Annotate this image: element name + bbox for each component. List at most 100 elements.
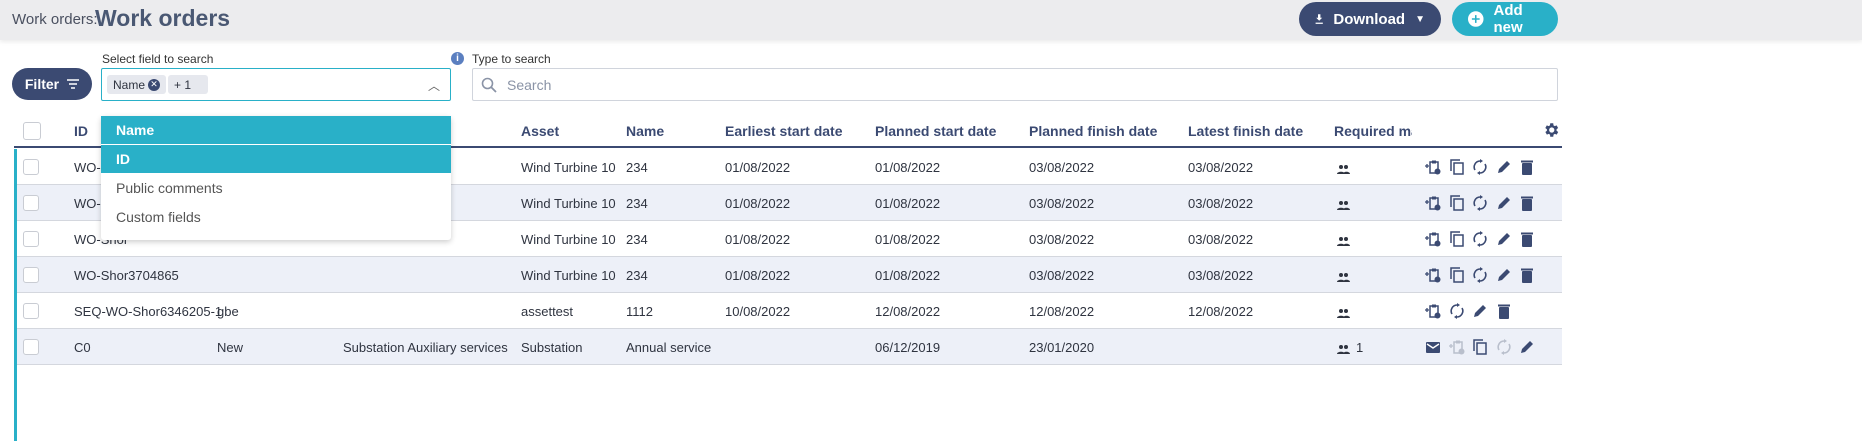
search-input[interactable]: Search [472, 68, 1558, 101]
people-icon [1337, 342, 1350, 357]
gear-icon[interactable] [1542, 121, 1560, 139]
cell-name: 234 [626, 232, 648, 247]
edit-icon[interactable] [1519, 339, 1535, 355]
column-required[interactable]: Required ma [1334, 123, 1412, 139]
table-row[interactable]: SEQ-WO-Shor6346205-1 gbe assettest 1112 10/0… [17, 293, 1562, 329]
sync-icon[interactable] [1449, 303, 1465, 319]
cell-id: WO-S [74, 196, 110, 211]
copy-icon[interactable] [1449, 159, 1465, 175]
cell-c2: New [217, 340, 244, 355]
cell-pfinish: 03/08/2022 [1029, 160, 1095, 175]
page-title: Work orders [95, 5, 231, 31]
row-checkbox[interactable] [23, 303, 39, 319]
add-new-button[interactable]: Add new [1452, 2, 1558, 36]
edit-icon[interactable] [1496, 195, 1512, 211]
delete-icon[interactable] [1519, 267, 1535, 283]
column-asset[interactable]: Asset [521, 123, 560, 139]
cell-asset: Wind Turbine 10 [521, 268, 616, 283]
sync-icon[interactable] [1472, 159, 1488, 175]
filter-icon [67, 79, 80, 89]
chip-more: + 1 [168, 75, 208, 94]
chevron-up-icon[interactable]: ︿ [427, 79, 440, 93]
sync-icon[interactable] [1472, 267, 1488, 283]
select-all-checkbox[interactable] [23, 122, 41, 140]
copy-icon[interactable] [1449, 195, 1465, 211]
delete-icon[interactable] [1519, 195, 1535, 211]
cell-asset: assettest [521, 304, 574, 319]
table-row[interactable]: C0 New Substation Auxiliary services Substa… [17, 329, 1562, 365]
column-planned-start[interactable]: Planned start date [875, 123, 997, 139]
row-checkbox[interactable] [23, 195, 39, 211]
filter-button[interactable]: Filter [12, 68, 92, 100]
table-row[interactable]: WO-S Wind Turbine 10 234 01/08/2022 01/08/20… [17, 149, 1562, 185]
copy-icon[interactable] [1449, 267, 1465, 283]
cell-name: Annual service [626, 340, 712, 355]
sync-icon [1496, 339, 1511, 355]
row-checkbox[interactable] [23, 231, 39, 247]
row-checkbox[interactable] [23, 159, 39, 175]
add-clipboard-icon[interactable] [1425, 303, 1441, 319]
filter-label: Filter [24, 76, 60, 92]
cell-name: 1112 [626, 304, 653, 319]
add-clipboard-icon[interactable] [1425, 231, 1441, 247]
cell-latest: 12/08/2022 [1188, 304, 1254, 319]
column-latest-finish[interactable]: Latest finish date [1188, 123, 1304, 139]
add-clipboard-icon[interactable] [1425, 267, 1441, 283]
option-custom-fields[interactable]: Custom fields [116, 209, 201, 225]
remove-chip-icon[interactable]: ✕ [148, 78, 161, 91]
table-row[interactable]: WO-Shor Wind Turbine 10 234 01/08/2022 01/08… [17, 221, 1562, 257]
chip-name: Name ✕ [107, 75, 167, 94]
cell-id: C0 [74, 340, 91, 355]
cell-id: WO-S [74, 160, 110, 175]
people-icon [1337, 198, 1350, 213]
download-icon [1315, 14, 1323, 24]
add-clipboard-icon[interactable] [1425, 159, 1441, 175]
add-clipboard-icon[interactable] [1425, 195, 1441, 211]
column-id[interactable]: ID [74, 123, 88, 139]
edit-icon[interactable] [1496, 267, 1512, 283]
copy-icon[interactable] [1472, 339, 1488, 355]
sync-icon[interactable] [1472, 231, 1488, 247]
cell-earliest: 10/08/2022 [725, 304, 791, 319]
copy-icon[interactable] [1449, 231, 1465, 247]
cell-earliest: 01/08/2022 [725, 268, 791, 283]
delete-icon[interactable] [1519, 231, 1535, 247]
field-select[interactable]: Name ✕ + 1 ︿ [101, 68, 451, 101]
field-select-label: Select field to search [102, 52, 214, 66]
column-name[interactable]: Name [626, 123, 665, 139]
cell-pstart: 12/08/2022 [875, 304, 941, 319]
people-icon [1337, 162, 1350, 177]
caret-down-icon: ▼ [1415, 13, 1425, 25]
sync-icon[interactable] [1472, 195, 1488, 211]
option-public-comments[interactable]: Public comments [116, 180, 223, 196]
row-checkbox[interactable] [23, 339, 39, 355]
cell-asset: Wind Turbine 10 [521, 196, 616, 211]
edit-icon[interactable] [1496, 159, 1512, 175]
cell-name: 234 [626, 268, 648, 283]
column-earliest-start[interactable]: Earliest start date [725, 123, 843, 139]
cell-pfinish: 23/01/2020 [1029, 340, 1095, 355]
cell-pstart: 01/08/2022 [875, 232, 941, 247]
cell-latest: 03/08/2022 [1188, 268, 1254, 283]
delete-icon[interactable] [1519, 159, 1535, 175]
cell-asset: Wind Turbine 10 [521, 160, 616, 175]
download-button[interactable]: Download ▼ [1299, 2, 1441, 36]
option-name[interactable]: Name [101, 116, 451, 145]
edit-icon[interactable] [1472, 303, 1488, 319]
plus-circle-icon [1468, 11, 1484, 27]
edit-icon[interactable] [1496, 231, 1512, 247]
mail-icon[interactable] [1425, 339, 1441, 355]
row-checkbox[interactable] [23, 267, 39, 283]
cell-required: 1 [1356, 340, 1364, 355]
info-icon[interactable]: i [451, 52, 464, 65]
cell-c2: gbe [217, 304, 239, 319]
cell-pstart: 01/08/2022 [875, 196, 941, 211]
table-row[interactable]: WO-Shor3704865 Wind Turbine 10 234 01/08/20… [17, 257, 1562, 293]
cell-pstart: 01/08/2022 [875, 160, 941, 175]
column-planned-finish[interactable]: Planned finish date [1029, 123, 1158, 139]
search-icon [481, 77, 497, 93]
option-id[interactable]: ID [101, 145, 451, 174]
delete-icon[interactable] [1496, 303, 1512, 319]
download-label: Download [1333, 10, 1406, 28]
cell-name: 234 [626, 196, 648, 211]
